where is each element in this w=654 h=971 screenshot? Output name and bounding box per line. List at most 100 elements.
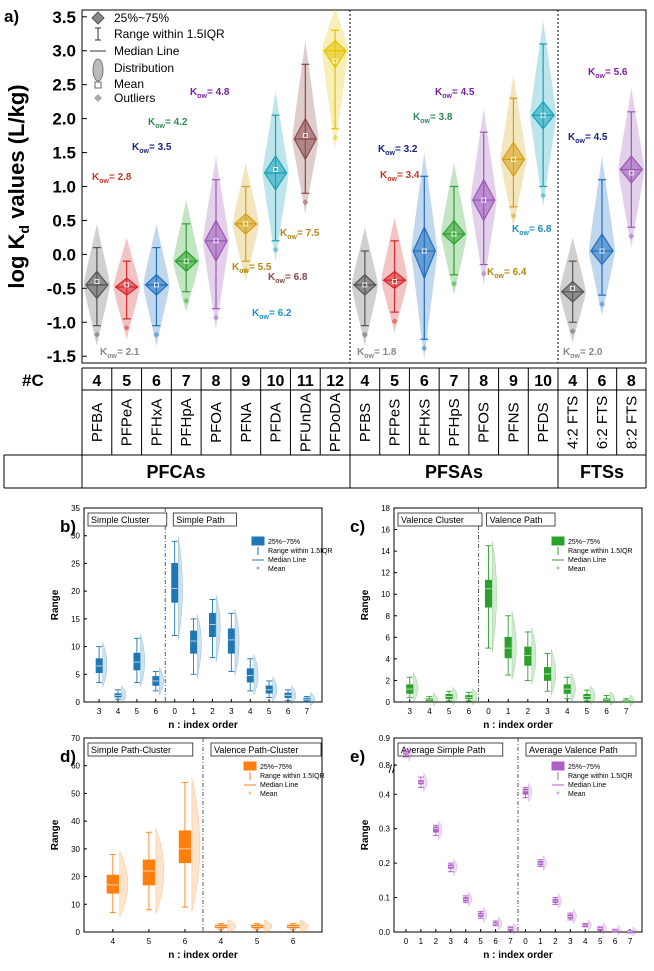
panel-label: c) xyxy=(350,517,365,536)
kow-label-PFBS: Kow= 1.8 xyxy=(357,347,397,360)
y-tick-label: 20 xyxy=(71,587,80,596)
kow-label-PFBA: Kow= 2.1 xyxy=(100,347,140,360)
legend-label: 25%~75% xyxy=(268,539,300,546)
distribution-shape xyxy=(253,654,259,696)
kow-label-PFHxS: Kow= 3.2 xyxy=(378,144,418,157)
group-label-PFSAs: PFSAs xyxy=(425,462,483,482)
distribution-shape xyxy=(572,908,577,925)
legend-label: Range within 1.5IQR xyxy=(114,27,225,41)
y-tick-label: 18 xyxy=(381,504,390,513)
iqr-box xyxy=(524,646,532,666)
y-tick-label: 30 xyxy=(71,845,80,854)
y-tick-label: 3.0 xyxy=(52,42,76,61)
distribution-shape xyxy=(140,634,145,687)
carbon-count: 11 xyxy=(297,373,314,390)
legend-label: Mean xyxy=(568,566,586,573)
distribution-shape xyxy=(191,778,201,912)
mean-marker xyxy=(570,285,576,291)
mean-marker xyxy=(481,197,487,203)
x-tick-label: 3 xyxy=(545,707,550,716)
x-tick-label: 5 xyxy=(598,937,603,946)
legend-label: Median Line xyxy=(568,557,606,564)
compound-name-6:2 FTS: 6:2 FTS xyxy=(594,396,611,449)
carbon-count: 6 xyxy=(152,373,161,390)
section-title: Simple Path xyxy=(176,515,225,525)
legend-mean-icon xyxy=(556,791,560,795)
kow-label-PFDoDA: Kow= 7.5 xyxy=(280,228,320,241)
compound-name-PFNA: PFNA xyxy=(238,402,255,442)
x-tick-label: 3 xyxy=(449,937,454,946)
outlier-point xyxy=(569,328,576,335)
mean-marker xyxy=(332,58,338,64)
legend-label: Mean xyxy=(568,791,586,798)
section-title-box xyxy=(397,742,504,757)
carbon-count: 6 xyxy=(420,373,429,390)
y-tick-label: 0.9 xyxy=(379,734,391,743)
distribution-shape xyxy=(263,919,273,934)
legend-box-icon xyxy=(551,536,565,546)
x-tick-label: 5 xyxy=(135,707,140,716)
y-axis-label: Range xyxy=(360,589,371,620)
mean-marker xyxy=(540,112,546,118)
y-tick-label: 8 xyxy=(386,612,391,621)
group-label-FTSs: FTSs xyxy=(580,462,624,482)
panel-label: b) xyxy=(60,517,76,536)
mean-marker xyxy=(124,282,130,288)
plot-frame xyxy=(83,507,323,703)
outlier-point xyxy=(628,233,635,240)
legend-label: Mean xyxy=(260,791,278,798)
legend-label: 25%~75% xyxy=(568,764,600,771)
distribution-shape xyxy=(155,828,165,914)
legend-label: Median Line xyxy=(114,44,180,58)
distribution-shape xyxy=(121,685,127,704)
x-tick-label: 1 xyxy=(538,937,543,946)
x-tick-label: 5 xyxy=(478,937,483,946)
distribution-shape xyxy=(492,541,497,653)
legend-label: Range within 1.5IQR xyxy=(568,773,633,780)
outlier-point xyxy=(183,297,190,304)
y-tick-label: 10 xyxy=(71,900,80,909)
distribution-shape xyxy=(453,858,458,877)
y-tick-label: 50 xyxy=(71,789,80,798)
legend-mean-icon xyxy=(94,81,102,89)
x-tick-label: 6 xyxy=(183,937,188,946)
outlier-point xyxy=(391,318,398,325)
y-tick-label: -1.0 xyxy=(47,313,76,332)
y-tick-label: -1.5 xyxy=(47,347,76,366)
mean-marker xyxy=(302,133,308,138)
compound-name-PFBA: PFBA xyxy=(89,403,106,442)
x-tick-label: 5 xyxy=(447,707,452,716)
legend-box-icon xyxy=(243,761,257,771)
compound-name-PFPeA: PFPeA xyxy=(119,399,136,447)
iqr-box xyxy=(522,788,529,795)
carbon-count: 4 xyxy=(568,373,577,390)
carbon-count: 8 xyxy=(479,373,488,390)
kow-label-4:2 FTS: Kow= 2.0 xyxy=(563,347,603,360)
distribution-shape xyxy=(557,892,562,910)
carbon-count: 7 xyxy=(450,373,459,390)
outlier-point xyxy=(302,199,309,206)
section-title: Valence Path-Cluster xyxy=(214,745,298,755)
outlier-point xyxy=(93,331,100,338)
legend-mean-icon xyxy=(556,566,560,570)
outlier-point xyxy=(599,301,605,308)
y-tick-label: 12 xyxy=(381,569,390,578)
y-tick-label: 0.0 xyxy=(379,928,391,937)
kow-label-PFOA: Kow= 4.8 xyxy=(190,87,230,100)
outlier-point xyxy=(213,314,219,321)
y-axis-label: log Kd values (L/kg) xyxy=(4,84,32,288)
x-tick-label: 6 xyxy=(604,707,609,716)
distribution-shape xyxy=(178,537,183,640)
x-tick-label: 2 xyxy=(553,937,558,946)
distribution-shape xyxy=(227,919,237,934)
kow-label-PFHpA: Kow= 4.2 xyxy=(148,117,188,130)
distribution-shape xyxy=(310,691,315,706)
distribution-shape xyxy=(483,906,488,923)
compound-name-PFDA: PFDA xyxy=(268,402,285,442)
distribution-shape xyxy=(102,642,108,687)
panel-d: d) 0 10 20 30 40 50 60 70 Range n : index order Sim… xyxy=(50,734,325,961)
compound-name-PFHxA: PFHxA xyxy=(148,399,165,447)
section-title: Simple Path-Cluster xyxy=(91,745,171,755)
x-axis-label: n : index order xyxy=(168,950,238,961)
